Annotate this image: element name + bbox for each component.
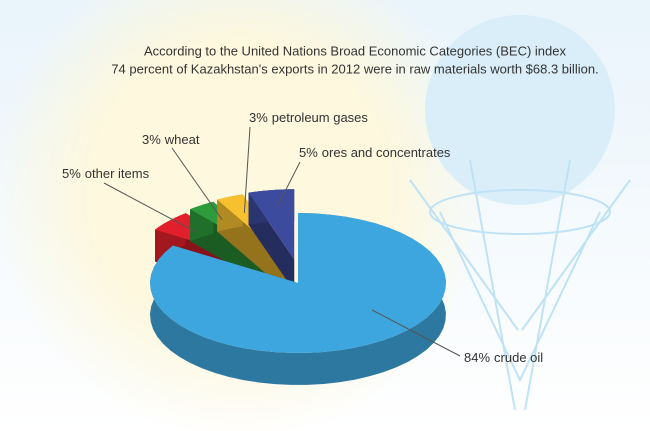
- chart-title: According to the United Nations Broad Ec…: [144, 43, 566, 58]
- slice-value-label: 3%: [249, 110, 268, 125]
- leader-line: [276, 161, 301, 208]
- leader-line: [371, 309, 461, 357]
- slice-value-label: 84%: [464, 350, 490, 365]
- slice-top: [150, 213, 446, 353]
- leader-line: [171, 147, 223, 221]
- slice-label: 3% wheat: [142, 132, 200, 147]
- slice-value-label: 5%: [299, 145, 318, 160]
- slice-value-label: 5%: [62, 166, 81, 181]
- slice-value-label: 3%: [142, 132, 161, 147]
- slice-category-label: petroleum gases: [272, 110, 369, 125]
- slice-top: [248, 189, 295, 260]
- slice-category-label: crude oil: [494, 350, 543, 365]
- slice-category-label: ores and concentrates: [322, 145, 451, 160]
- slice-label: 5% ores and concentrates: [299, 145, 451, 160]
- slice-label: 3% petroleum gases: [249, 110, 368, 125]
- slice-category-label: other items: [85, 166, 150, 181]
- slice: [150, 213, 446, 385]
- background-tower: [409, 15, 631, 411]
- slice-label: 84% crude oil: [464, 350, 543, 365]
- slice-label: 5% other items: [62, 166, 150, 181]
- leader-line: [243, 126, 251, 213]
- slice: [248, 189, 295, 292]
- leader-line: [103, 182, 197, 233]
- slice-category-label: wheat: [164, 132, 200, 147]
- chart-subtitle: 74 percent of Kazakhstan's exports in 20…: [111, 61, 598, 76]
